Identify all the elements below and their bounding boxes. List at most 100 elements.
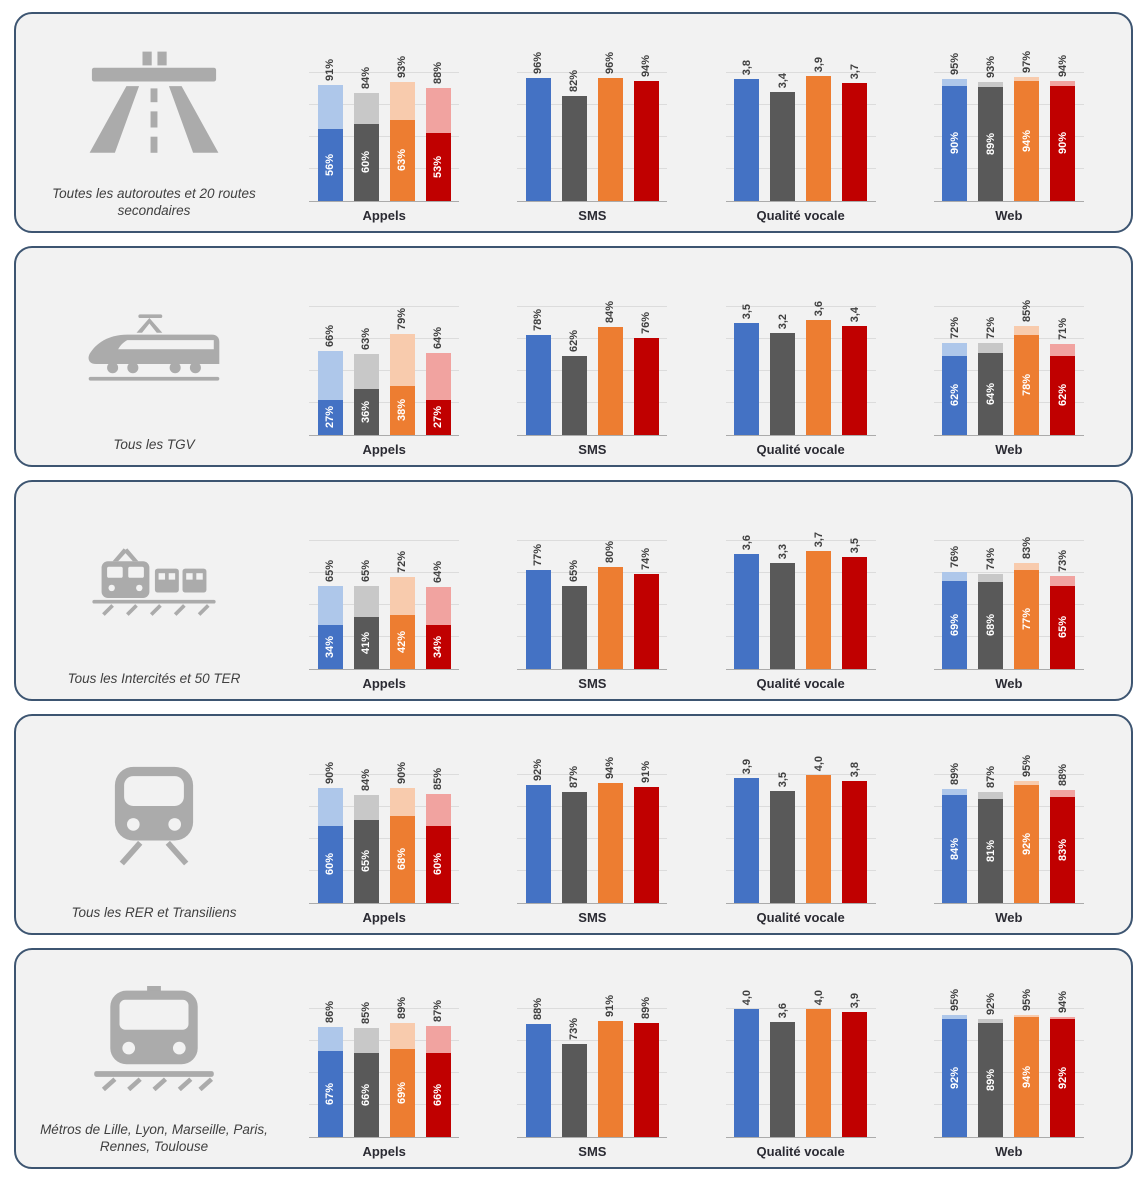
bar-value-label: 74%	[984, 547, 997, 570]
gridline	[517, 136, 668, 137]
bar-gray	[561, 792, 587, 903]
bar-orange: 42%	[389, 577, 415, 669]
bar-inner-segment: 56%	[317, 129, 343, 201]
bar-column: 3,8	[734, 60, 760, 201]
chart-title-sms: SMS	[578, 208, 607, 223]
bar-gray: 60%	[353, 93, 379, 201]
chart-plot: 90% 95% 89% 93% 94% 97% 90% 94%	[933, 51, 1084, 202]
bar-inner-segment: 68%	[978, 582, 1004, 669]
bar-blue: 84%	[942, 789, 968, 903]
bar-orange	[597, 327, 623, 435]
bar-orange: 63%	[389, 82, 415, 201]
bar-gray: 81%	[978, 792, 1004, 903]
bar-value-label: 88%	[532, 997, 545, 1020]
chart-sms: 78% 62% 84% 76% SMS	[488, 254, 696, 457]
bar-value-label: 3,7	[848, 63, 861, 79]
bar-red	[842, 326, 868, 435]
gridline	[309, 806, 460, 807]
bar-column: 82%	[561, 70, 587, 201]
bar-column: 41% 65%	[353, 541, 379, 669]
bar-value-label: 89%	[640, 996, 653, 1019]
bar-column: 27% 66%	[317, 307, 343, 435]
bar-column: 94%	[633, 55, 659, 201]
transport-label: Tous les Intercités et 50 TER	[67, 671, 241, 687]
chart-plot: 67% 86% 66% 85% 69% 89% 66% 87%	[309, 997, 460, 1138]
bar-inner-value-label: 68%	[984, 614, 997, 637]
transport-panel: Tous les RER et Transiliens 60% 90% 65% 84% 6…	[14, 714, 1133, 935]
bar-blue: 60%	[317, 788, 343, 903]
chart-plot: 88% 73% 91% 89%	[517, 995, 668, 1138]
bar-orange	[597, 78, 623, 201]
bar-value-label: 84%	[360, 66, 373, 89]
transport-label: Métros de Lille, Lyon, Marseille, Paris,…	[40, 1121, 268, 1155]
bar-column: 77% 83%	[1014, 537, 1040, 669]
bar-blue	[734, 323, 760, 435]
gridline	[517, 104, 668, 105]
bar-red: 65%	[1050, 576, 1076, 669]
bar-value-label: 4,0	[812, 755, 825, 771]
intercites-icon	[92, 547, 216, 616]
gridline	[725, 870, 876, 871]
bar-inner-segment: 90%	[942, 86, 968, 201]
bar-value-label: 72%	[948, 316, 961, 339]
gridline	[933, 636, 1084, 637]
bar-red: 83%	[1050, 790, 1076, 903]
gridline	[309, 1104, 460, 1105]
chart-plot: 60% 90% 65% 84% 68% 90% 60% 85%	[309, 762, 460, 904]
chart-web: 62% 72% 64% 72% 78% 85% 62% 71% Web	[905, 254, 1113, 457]
bar-value-label: 3,5	[776, 771, 789, 787]
bar-column: 83% 88%	[1050, 764, 1076, 903]
bar-value-label: 64%	[432, 560, 445, 583]
bar-value-label: 77%	[532, 543, 545, 566]
bar-column: 3,5	[770, 771, 796, 903]
bar-blue	[734, 79, 760, 201]
bar-inner-value-label: 60%	[324, 853, 337, 876]
bar-inner-value-label: 60%	[432, 853, 445, 876]
chart-title-qualite-vocale: Qualité vocale	[756, 442, 845, 457]
gridline	[933, 604, 1084, 605]
rer-icon	[114, 767, 194, 866]
bar-blue	[525, 570, 551, 669]
gridline	[517, 72, 668, 73]
bar-red: 62%	[1050, 344, 1076, 435]
bar-inner-value-label: 65%	[1056, 616, 1069, 639]
bar-column: 27% 64%	[425, 307, 451, 435]
gridline	[309, 870, 460, 871]
bar-value-label: 94%	[640, 54, 653, 77]
bar-value-label: 96%	[532, 51, 545, 74]
gridline	[725, 540, 876, 541]
gridline	[517, 604, 668, 605]
chart-appels: 67% 86% 66% 85% 69% 89% 66% 87% Appels	[280, 956, 488, 1159]
bar-inner-segment: 38%	[389, 386, 415, 435]
bar-value-label: 76%	[948, 545, 961, 568]
bar-column: 89% 93%	[978, 56, 1004, 201]
bar-inner-segment: 66%	[425, 1053, 451, 1137]
bar-orange: 77%	[1014, 563, 1040, 669]
gridline	[517, 338, 668, 339]
transport-icon-wrap	[85, 488, 223, 670]
bar-inner-segment: 53%	[425, 133, 451, 201]
gridline	[309, 838, 460, 839]
bar-blue: 67%	[317, 1027, 343, 1137]
gridline	[517, 1008, 668, 1009]
bar-column: 3,4	[842, 307, 868, 435]
gridline	[725, 104, 876, 105]
bar-column: 34% 65%	[317, 541, 343, 669]
gridline	[933, 370, 1084, 371]
bar-value-label: 85%	[360, 1001, 373, 1024]
bar-column: 4,0	[734, 990, 760, 1137]
bar-value-label: 93%	[396, 55, 409, 78]
chart-plot: 27% 66% 36% 63% 38% 79% 27% 64%	[309, 306, 460, 436]
bar-blue: 27%	[317, 351, 343, 435]
chart-qualite-vocale: 4,0 3,6 4,0 3,9 Qualité vocale	[697, 956, 905, 1159]
bar-column: 3,3	[770, 541, 796, 669]
gridline	[725, 338, 876, 339]
bar-inner-segment: 27%	[317, 400, 343, 435]
bar-value-label: 3,6	[812, 300, 825, 316]
bar-value-label: 72%	[396, 550, 409, 573]
bar-value-label: 74%	[640, 547, 653, 570]
gridline	[725, 838, 876, 839]
chart-title-qualite-vocale: Qualité vocale	[756, 1144, 845, 1159]
bar-value-label: 3,6	[740, 534, 753, 550]
bar-gray	[561, 356, 587, 435]
